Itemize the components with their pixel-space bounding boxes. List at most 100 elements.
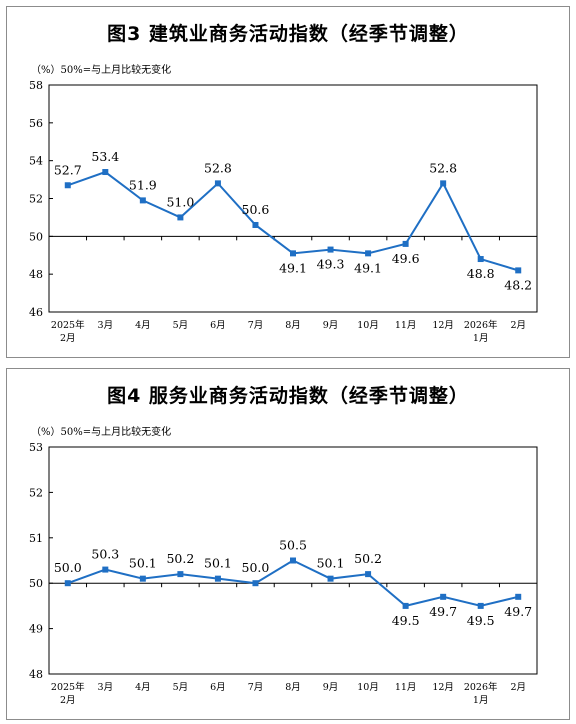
data-point (440, 180, 447, 187)
data-point (252, 580, 259, 587)
y-tick-label: 58 (29, 79, 43, 92)
data-point (64, 580, 71, 587)
data-label: 50.1 (129, 556, 157, 571)
y-tick-label: 50 (29, 577, 43, 590)
x-tick-label: 2025年 2月 (51, 319, 85, 344)
data-label: 49.7 (429, 604, 457, 619)
data-label: 49.3 (317, 257, 345, 272)
x-tick-label: 2月 (510, 320, 526, 331)
x-tick-label: 4月 (135, 320, 151, 331)
x-tick-label: 6月 (210, 320, 226, 331)
y-tick-label: 49 (29, 623, 43, 636)
data-label: 50.3 (91, 547, 119, 562)
data-point (327, 246, 334, 253)
data-point (402, 240, 409, 247)
data-label: 48.2 (504, 277, 532, 292)
y-tick-label: 50 (29, 230, 43, 243)
data-point (64, 182, 71, 189)
y-tick-label: 53 (29, 441, 43, 454)
data-point (365, 250, 372, 257)
data-point (214, 575, 221, 582)
data-point (102, 566, 109, 573)
data-point (365, 571, 372, 578)
data-label: 49.5 (467, 613, 495, 628)
data-label: 51.0 (166, 194, 194, 209)
data-point (477, 602, 484, 609)
x-tick-label: 9月 (323, 682, 339, 693)
x-tick-label: 2026年 1月 (464, 681, 498, 706)
y-tick-label: 48 (29, 668, 43, 681)
data-point (102, 169, 109, 176)
x-tick-label: 8月 (285, 320, 301, 331)
data-point (139, 575, 146, 582)
data-label: 52.7 (54, 162, 82, 177)
data-label: 52.8 (429, 160, 457, 175)
data-label: 50.6 (242, 202, 270, 217)
data-label: 49.1 (354, 260, 382, 275)
data-label: 49.5 (392, 613, 420, 628)
x-tick-label: 5月 (173, 682, 189, 693)
x-tick-label: 2026年 1月 (464, 319, 498, 344)
data-label: 49.6 (392, 251, 420, 266)
chart-panel-services: 图4 服务业商务活动指数（经季节调整） （%）50%=与上月比较无变化 48 49… (6, 368, 570, 720)
data-point (477, 256, 484, 263)
x-tick-label: 12月 (432, 682, 454, 693)
data-point (327, 575, 334, 582)
data-point (515, 593, 522, 600)
x-tick-label: 2025年 2月 (51, 681, 85, 706)
x-tick-label: 11月 (395, 320, 417, 331)
plot-frame (48, 84, 538, 313)
data-label: 51.9 (129, 177, 157, 192)
chart-title: 图4 服务业商务活动指数（经季节调整） (107, 385, 469, 407)
data-label: 52.8 (204, 160, 232, 175)
data-label: 50.2 (166, 551, 194, 566)
data-point (290, 250, 296, 257)
data-label: 50.0 (242, 560, 270, 575)
data-label: 49.1 (279, 260, 307, 275)
data-point (139, 197, 146, 204)
data-point (440, 593, 447, 600)
data-label: 50.1 (317, 556, 345, 571)
chart-title: 图3 建筑业商务活动指数（经季节调整） (107, 23, 469, 45)
data-point (290, 557, 296, 564)
y-tick-label: 52 (29, 486, 43, 499)
x-tick-label: 10月 (357, 320, 379, 331)
x-tick-label: 10月 (357, 682, 379, 693)
data-label: 50.2 (354, 551, 382, 566)
data-label: 50.5 (279, 538, 307, 553)
line-chart-services: 48 49 50 51 52 53 2025年 2月 3月 4月 5月 6月 7月 8月 9月 10月 11月 1… (29, 441, 538, 706)
data-label: 53.4 (91, 149, 119, 164)
chart-panel-construction: 图3 建筑业商务活动指数（经季节调整） （%）50%=与上月比较无变化 46 48… (6, 6, 570, 358)
x-tick-label: 4月 (135, 682, 151, 693)
axis-note: （%）50%=与上月比较无变化 (31, 65, 172, 76)
line-chart-construction: 46 48 50 52 54 56 58 2025年 2月 3月 4月 5月 6月 7月 8月 9月 10月 11… (29, 79, 538, 344)
y-tick-label: 56 (29, 117, 43, 130)
y-tick-label: 48 (29, 268, 43, 281)
plot-frame (48, 446, 538, 675)
x-tick-label: 7月 (248, 682, 264, 693)
data-label: 50.0 (54, 560, 82, 575)
data-point (515, 267, 522, 274)
y-tick-label: 51 (29, 532, 43, 545)
y-tick-label: 54 (29, 155, 43, 168)
data-point (402, 602, 409, 609)
x-tick-label: 11月 (395, 682, 417, 693)
x-tick-label: 5月 (173, 320, 189, 331)
data-point (252, 221, 259, 228)
data-label: 49.7 (504, 604, 532, 619)
x-tick-label: 3月 (98, 320, 114, 331)
data-label: 50.1 (204, 556, 232, 571)
x-tick-label: 6月 (210, 682, 226, 693)
x-tick-label: 9月 (323, 320, 339, 331)
x-tick-label: 2月 (510, 682, 526, 693)
x-tick-label: 7月 (248, 320, 264, 331)
x-tick-label: 3月 (98, 682, 114, 693)
axis-note: （%）50%=与上月比较无变化 (31, 427, 172, 438)
y-tick-label: 46 (29, 306, 43, 319)
data-point (214, 180, 221, 187)
x-tick-label: 8月 (285, 682, 301, 693)
data-point (177, 571, 184, 578)
x-tick-label: 12月 (432, 320, 454, 331)
data-point (177, 214, 184, 221)
data-label: 48.8 (467, 266, 495, 281)
